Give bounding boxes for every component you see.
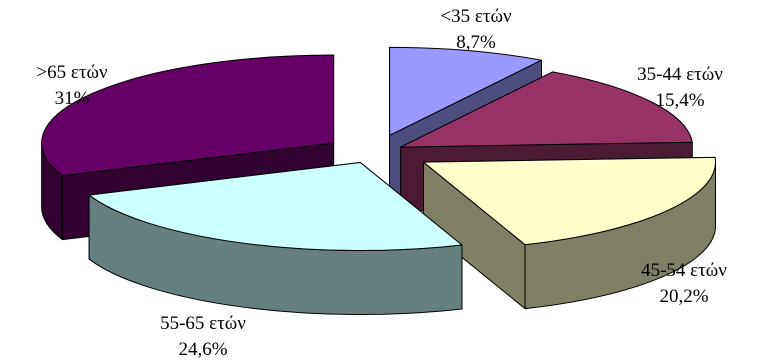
slice-value-label-3: 24,6% <box>178 339 227 360</box>
slice-label-4: >65 ετών <box>36 62 108 83</box>
slice-label-0: <35 ετών <box>440 6 512 27</box>
slice-label-3: 55-65 ετών <box>160 313 246 334</box>
slice-label-1: 35-44 ετών <box>637 64 723 85</box>
pie-slice-2 <box>423 156 717 310</box>
slice-value-label-2: 20,2% <box>659 286 708 307</box>
slice-value-label-4: 31% <box>55 88 90 109</box>
pie-slice-3 <box>88 162 463 316</box>
slice-label-2: 45-54 ετών <box>641 260 727 281</box>
slice-value-label-1: 15,4% <box>655 90 704 111</box>
slice-value-label-0: 8,7% <box>456 32 496 53</box>
